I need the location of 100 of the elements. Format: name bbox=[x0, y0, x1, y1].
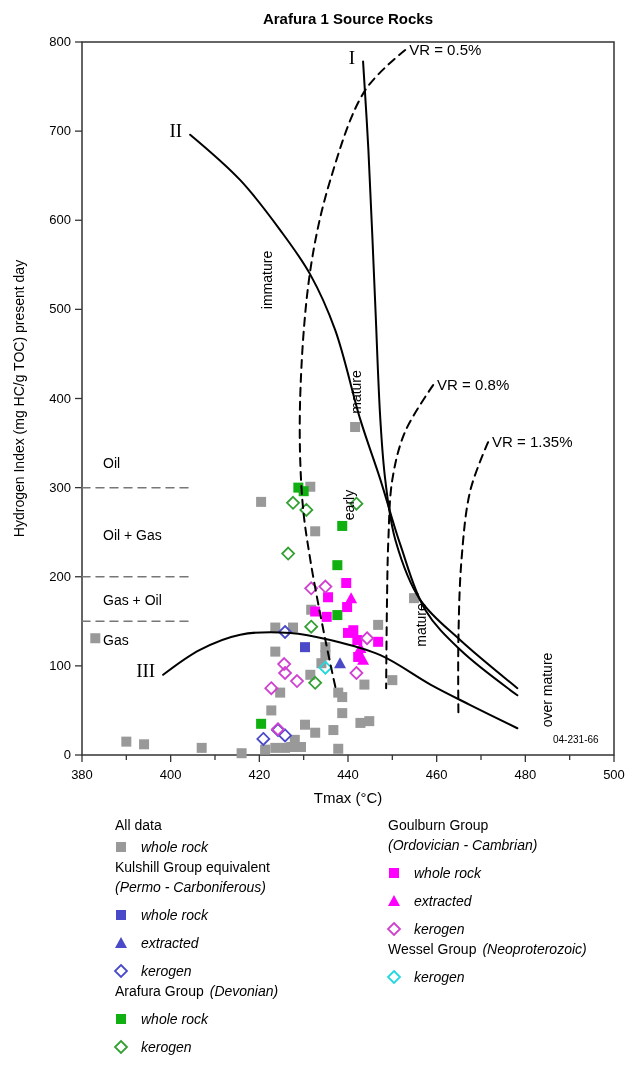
y-tick-label: 100 bbox=[49, 657, 71, 673]
series-label: III bbox=[136, 659, 156, 681]
x-tick-label: 440 bbox=[337, 767, 359, 782]
text: Arafura Group bbox=[115, 983, 204, 999]
point bbox=[318, 660, 333, 675]
point bbox=[310, 526, 321, 537]
point bbox=[286, 495, 300, 510]
legend-label: whole rock bbox=[414, 865, 482, 881]
annotation: early bbox=[340, 489, 357, 521]
point bbox=[337, 708, 348, 719]
point bbox=[387, 675, 398, 686]
point bbox=[341, 577, 352, 588]
point bbox=[281, 546, 296, 561]
annotation: 04-231-66 bbox=[553, 734, 600, 745]
point bbox=[196, 742, 207, 753]
point bbox=[310, 727, 321, 738]
legend-label: kerogen bbox=[414, 921, 465, 937]
point bbox=[299, 503, 314, 517]
y-tick-label: 0 bbox=[63, 747, 71, 762]
point bbox=[373, 619, 384, 630]
point bbox=[304, 619, 319, 634]
y-tick-label: 400 bbox=[49, 390, 71, 406]
point bbox=[266, 705, 277, 716]
point bbox=[260, 744, 271, 755]
legend-label: extracted bbox=[141, 935, 200, 951]
point bbox=[321, 611, 332, 622]
point bbox=[357, 653, 370, 665]
point bbox=[332, 610, 343, 621]
point bbox=[310, 606, 321, 617]
point bbox=[278, 666, 292, 680]
point bbox=[256, 732, 271, 746]
series-label: I bbox=[348, 46, 356, 68]
point bbox=[337, 692, 348, 703]
point bbox=[304, 581, 319, 596]
point bbox=[373, 636, 384, 647]
text: (Ordovician - Cambrian) bbox=[388, 837, 538, 853]
point bbox=[256, 718, 267, 729]
chart-title: Arafura 1 Source Rocks bbox=[262, 10, 434, 27]
y-tick-label: 600 bbox=[49, 212, 71, 228]
point bbox=[345, 592, 358, 604]
point bbox=[300, 719, 310, 730]
legend-label: whole rock bbox=[141, 1011, 209, 1027]
series-label: VR = 0.5% bbox=[409, 41, 482, 59]
y-tick-label: 200 bbox=[49, 568, 71, 584]
series-label: VR = 1.35% bbox=[492, 433, 573, 451]
legend-label: kerogen bbox=[414, 969, 465, 985]
text: Goulburn Group bbox=[388, 817, 489, 833]
series-label: II bbox=[169, 119, 183, 141]
point bbox=[256, 496, 267, 507]
point bbox=[278, 728, 292, 743]
legend-label: whole rock bbox=[141, 907, 209, 923]
series-label: VR = 0.8% bbox=[437, 376, 510, 394]
legend-label: kerogen bbox=[141, 1039, 192, 1055]
point bbox=[333, 743, 344, 754]
point bbox=[337, 520, 348, 531]
text: Wessel Group bbox=[388, 941, 477, 957]
point bbox=[90, 633, 101, 644]
y-tick-label: 300 bbox=[49, 479, 71, 495]
point bbox=[270, 646, 281, 657]
text: (Neoproterozoic) bbox=[482, 941, 587, 957]
x-tick-label: 500 bbox=[603, 767, 625, 782]
y-axis-title: Hydrogen Index (mg HC/g TOC) present day bbox=[11, 259, 27, 538]
point bbox=[308, 675, 323, 690]
annotation: Gas + Oil bbox=[103, 592, 162, 608]
annotation: immature bbox=[258, 250, 275, 310]
x-tick-label: 420 bbox=[248, 767, 271, 782]
legend-label: whole rock bbox=[141, 839, 209, 855]
x-tick-label: 380 bbox=[71, 767, 93, 782]
point bbox=[275, 687, 286, 698]
point bbox=[121, 736, 132, 747]
x-axis-title: Tmax (°C) bbox=[313, 789, 383, 806]
legend-label: kerogen bbox=[141, 963, 192, 979]
annotation: Oil bbox=[103, 455, 121, 471]
y-tick-label: 500 bbox=[49, 301, 71, 317]
annotation: Gas bbox=[103, 632, 129, 648]
point bbox=[264, 681, 279, 696]
point bbox=[139, 739, 150, 750]
point bbox=[278, 625, 292, 639]
y-tick-label: 700 bbox=[49, 123, 71, 139]
x-tick-label: 480 bbox=[514, 767, 537, 782]
legend-label: extracted bbox=[414, 893, 473, 909]
point bbox=[334, 657, 347, 669]
annotation: over mature bbox=[538, 652, 555, 728]
text: (Permo - Carboniferous) bbox=[115, 879, 266, 895]
point bbox=[277, 657, 292, 671]
text: All data bbox=[115, 817, 162, 833]
y-tick-label: 800 bbox=[49, 34, 71, 49]
point bbox=[350, 422, 361, 433]
point bbox=[332, 560, 343, 571]
point bbox=[364, 716, 375, 727]
point bbox=[355, 717, 366, 728]
point bbox=[318, 579, 333, 594]
point bbox=[236, 748, 247, 759]
point bbox=[342, 602, 353, 613]
point bbox=[300, 642, 310, 653]
point bbox=[290, 674, 304, 688]
x-tick-label: 400 bbox=[159, 767, 182, 782]
x-tick-label: 460 bbox=[425, 767, 448, 782]
text: (Devonian) bbox=[209, 983, 279, 999]
point bbox=[360, 631, 374, 646]
